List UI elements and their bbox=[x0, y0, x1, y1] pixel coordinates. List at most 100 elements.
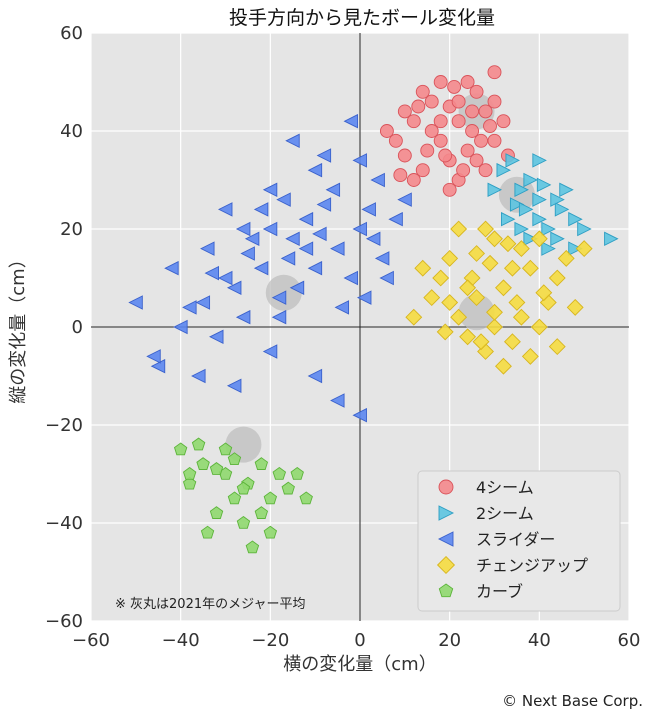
data-point bbox=[535, 284, 553, 302]
data-point bbox=[312, 226, 327, 242]
data-point bbox=[299, 491, 313, 505]
data-point bbox=[496, 162, 511, 178]
data-point bbox=[432, 269, 450, 287]
data-point bbox=[307, 368, 323, 384]
data-point bbox=[204, 265, 220, 281]
data-point bbox=[451, 94, 466, 109]
data-point bbox=[487, 182, 503, 198]
data-point bbox=[495, 357, 512, 375]
data-point bbox=[447, 79, 462, 94]
data-point bbox=[414, 259, 432, 277]
data-point bbox=[330, 393, 345, 408]
data-point bbox=[530, 230, 548, 248]
data-point bbox=[226, 280, 242, 296]
data-point bbox=[509, 197, 525, 212]
data-point bbox=[370, 172, 385, 188]
data-point bbox=[512, 308, 530, 326]
x-tick-label: 20 bbox=[438, 630, 461, 651]
data-point bbox=[514, 182, 529, 198]
data-point bbox=[460, 75, 475, 89]
data-point bbox=[518, 202, 534, 217]
data-point bbox=[379, 124, 394, 138]
x-axis-label: 横の変化量（cm） bbox=[283, 654, 436, 675]
data-point bbox=[554, 202, 570, 217]
data-point bbox=[415, 84, 430, 99]
data-point bbox=[469, 84, 484, 99]
data-point bbox=[477, 220, 494, 238]
data-point bbox=[195, 295, 211, 310]
data-point bbox=[285, 231, 300, 247]
data-point bbox=[393, 168, 408, 183]
data-point bbox=[550, 192, 565, 207]
data-point bbox=[532, 211, 547, 227]
data-point bbox=[253, 202, 269, 217]
x-tick-label: −20 bbox=[251, 630, 289, 651]
data-point bbox=[424, 94, 439, 109]
data-point bbox=[209, 329, 224, 345]
x-tick-label: 60 bbox=[618, 630, 641, 651]
data-point bbox=[478, 163, 493, 178]
credit-text: © Next Base Corp. bbox=[502, 692, 643, 710]
data-point bbox=[474, 133, 488, 148]
data-point bbox=[173, 319, 188, 335]
data-point bbox=[456, 163, 471, 178]
data-point bbox=[548, 269, 566, 287]
data-point bbox=[459, 279, 477, 297]
data-point bbox=[442, 182, 457, 197]
data-point bbox=[433, 133, 448, 148]
data-point bbox=[472, 333, 490, 351]
data-point bbox=[150, 358, 166, 374]
y-tick-label: 40 bbox=[60, 121, 83, 142]
data-point bbox=[514, 221, 529, 237]
data-point bbox=[128, 295, 143, 310]
data-point bbox=[240, 246, 255, 261]
x-tick-label: 0 bbox=[354, 630, 365, 651]
data-point bbox=[254, 457, 269, 470]
data-point bbox=[262, 182, 278, 198]
data-point bbox=[406, 114, 421, 129]
data-point bbox=[405, 308, 423, 326]
legend-marker bbox=[438, 505, 455, 521]
data-point bbox=[465, 124, 480, 138]
x-tick-label: −40 bbox=[162, 630, 200, 651]
data-point bbox=[235, 221, 251, 237]
y-axis-label: 縦の変化量（cm） bbox=[8, 250, 29, 403]
data-point bbox=[487, 65, 502, 80]
mean-circle bbox=[458, 294, 495, 331]
data-point bbox=[182, 476, 197, 490]
data-point bbox=[436, 323, 454, 341]
data-point bbox=[388, 133, 403, 148]
data-point bbox=[307, 162, 323, 178]
data-point bbox=[200, 525, 215, 539]
data-point bbox=[505, 153, 520, 168]
legend-label: スライダー bbox=[476, 530, 555, 549]
data-point bbox=[285, 133, 300, 149]
data-point bbox=[512, 240, 530, 258]
legend-label: 2シーム bbox=[476, 504, 534, 523]
data-point bbox=[423, 289, 441, 307]
data-point bbox=[468, 245, 486, 262]
data-point bbox=[523, 231, 538, 247]
data-point bbox=[459, 328, 477, 346]
legend-label: チェンジアップ bbox=[476, 556, 588, 575]
data-point bbox=[262, 221, 278, 237]
data-point bbox=[244, 231, 260, 247]
data-point bbox=[361, 202, 376, 217]
x-tick-labels: −60 −40 −20 0 20 40 60 bbox=[72, 630, 640, 651]
data-point bbox=[365, 231, 381, 247]
data-point bbox=[209, 462, 224, 475]
data-point bbox=[468, 289, 486, 307]
data-point bbox=[486, 230, 503, 248]
data-point bbox=[503, 333, 521, 351]
data-point bbox=[424, 124, 439, 138]
data-point bbox=[411, 99, 426, 114]
data-point bbox=[263, 491, 278, 505]
data-point bbox=[227, 452, 242, 466]
data-point bbox=[397, 104, 412, 119]
data-point bbox=[481, 254, 499, 272]
data-point bbox=[182, 466, 197, 480]
y-tick-label: −20 bbox=[45, 415, 83, 436]
data-point bbox=[438, 148, 453, 163]
data-point bbox=[280, 251, 296, 266]
